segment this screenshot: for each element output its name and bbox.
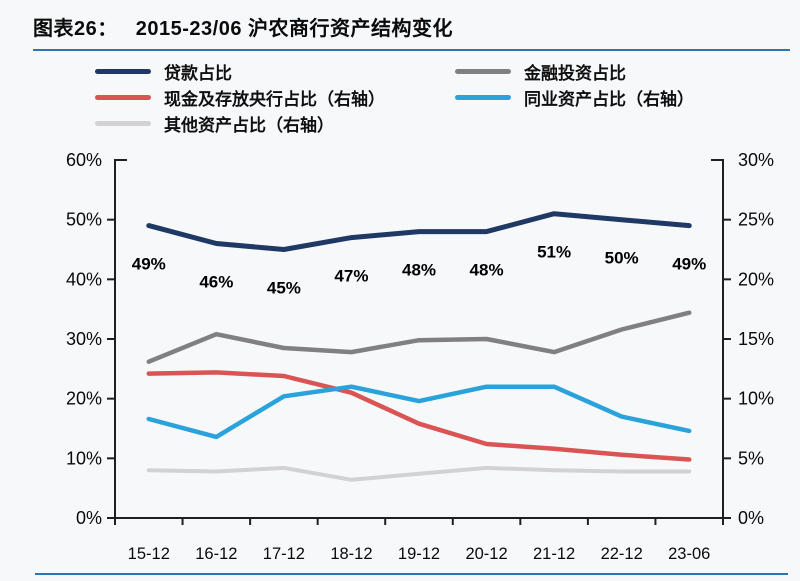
right-axis-tick-label: 25% [738, 210, 774, 230]
legend-label-cash-central-bank: 现金及存放央行占比（右轴） [164, 89, 385, 109]
left-axis-tick-label: 50% [66, 210, 102, 230]
loans-point-label: 45% [267, 279, 301, 298]
loans-point-label: 48% [402, 261, 436, 280]
loans-point-label: 49% [672, 255, 706, 274]
loans-point-label: 46% [199, 273, 233, 292]
axes-frame [114, 159, 724, 519]
x-axis-category-label: 23-06 [668, 545, 710, 563]
left-axis-tick-label: 60% [66, 150, 102, 170]
left-axis-tick-label: 40% [66, 269, 102, 289]
figure-title: 图表26： 2015-23/06 沪农商行资产结构变化 [33, 12, 790, 41]
right-axis-tick-label: 15% [738, 329, 774, 349]
figure-title-prefix: 图表26： [33, 18, 118, 40]
x-axis-category-label: 19-12 [398, 545, 440, 563]
legend-label-other-assets: 其他资产占比（右轴） [164, 115, 334, 135]
loans-point-label: 47% [334, 267, 368, 286]
right-axis-tick-label: 10% [738, 389, 774, 409]
loans-point-label: 48% [470, 261, 504, 280]
legend-item-interbank-assets: 同业资产占比（右轴） [455, 87, 755, 109]
right-axis-tick-label: 0% [738, 508, 764, 528]
legend-item-cash-central-bank: 现金及存放央行占比（右轴） [95, 87, 455, 109]
left-axis-tick-label: 10% [66, 448, 102, 468]
legend-item-other-assets: 其他资产占比（右轴） [95, 113, 455, 135]
legend-label-interbank-assets: 同业资产占比（右轴） [524, 89, 694, 109]
x-axis-category-label: 20-12 [465, 545, 507, 563]
footer-rule [35, 573, 788, 575]
figure-title-text: 2015-23/06 沪农商行资产结构变化 [135, 18, 454, 40]
series-line-3 [146, 384, 692, 440]
x-axis-category-label: 17-12 [263, 545, 305, 563]
loans-point-label: 49% [132, 255, 166, 274]
right-axis-tick-label: 5% [738, 448, 764, 468]
legend-label-financial-investment: 金融投资占比 [524, 63, 626, 83]
x-axis-category-label: 22-12 [601, 545, 643, 563]
right-axis-tick-label: 20% [738, 269, 774, 289]
right-axis-tick-label: 30% [738, 150, 774, 170]
x-axis-category-label: 16-12 [195, 545, 237, 563]
x-axis-category-label: 15-12 [128, 545, 170, 563]
chart-legend: 贷款占比 金融投资占比 现金及存放央行占比（右轴） 同业资产占比（右轴） 其他资… [95, 61, 755, 135]
other-assets-line-swatch [95, 120, 151, 126]
loans-point-label: 51% [537, 243, 571, 262]
series-line-0 [146, 211, 692, 252]
title-underline [33, 49, 790, 51]
cash-central-bank-line-swatch [95, 94, 151, 100]
series-line-4 [146, 465, 692, 482]
loans-point-label: 50% [605, 249, 639, 268]
loans-line-swatch [95, 68, 151, 74]
series-line-1 [146, 310, 692, 364]
x-axis-category-label: 21-12 [533, 545, 575, 563]
financial-investment-line-swatch [455, 68, 511, 74]
legend-item-financial-investment: 金融投资占比 [455, 61, 755, 83]
left-axis-tick-label: 30% [66, 329, 102, 349]
x-axis-category-label: 18-12 [330, 545, 372, 563]
interbank-assets-line-swatch [455, 94, 511, 100]
left-axis-tick-label: 20% [66, 389, 102, 409]
legend-label-loans: 贷款占比 [164, 63, 232, 83]
legend-item-loans: 贷款占比 [95, 61, 455, 83]
left-axis-tick-label: 0% [76, 508, 102, 528]
series-line-2 [146, 370, 692, 462]
